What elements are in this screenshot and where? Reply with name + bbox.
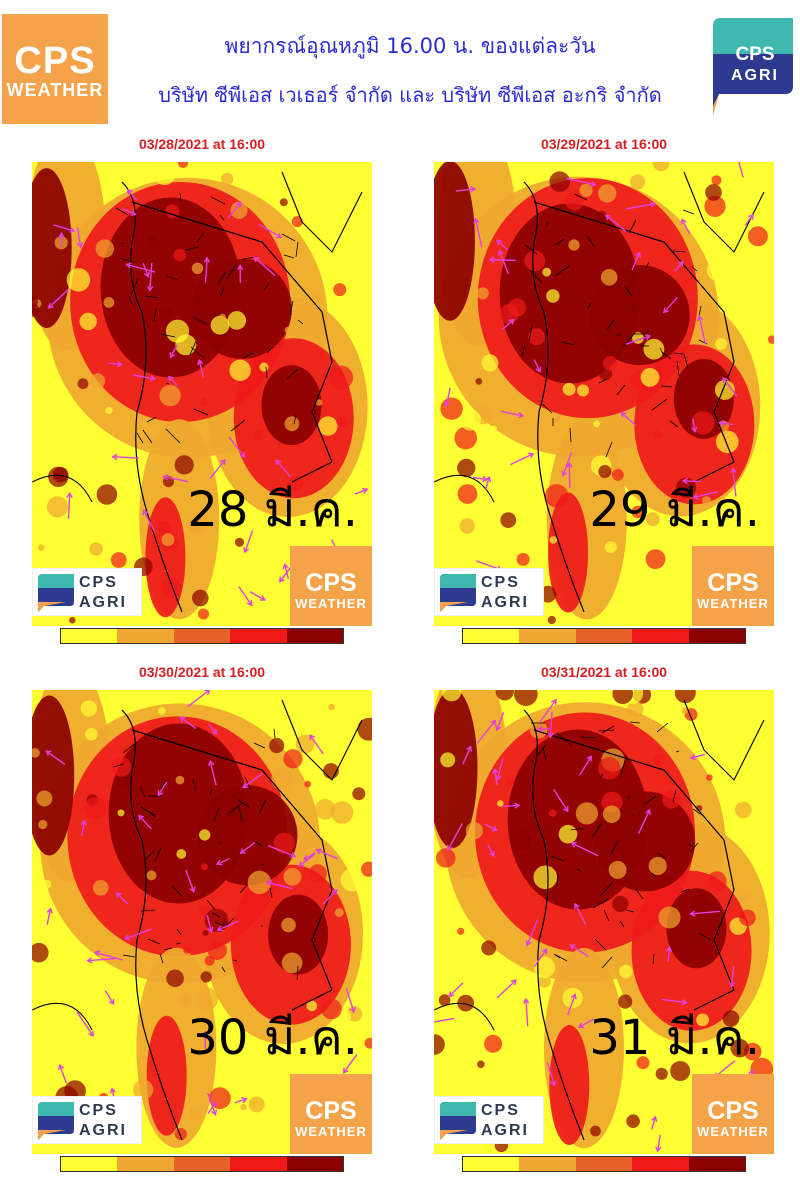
agri-mini-top-text: CPS [481, 1102, 520, 1119]
day-label: 29 มี.ค. [589, 482, 760, 538]
cps-weather-mini-logo: CPS WEATHER [692, 546, 774, 626]
colorbar-segment [61, 1157, 118, 1171]
panel-date-label: 03/31/2021 at 16:00 [540, 664, 668, 680]
colorbar-segment [519, 1157, 576, 1171]
cps-weather-mini-logo: CPS WEATHER [692, 1074, 774, 1154]
weather-mini-small-text: WEATHER [295, 1124, 367, 1139]
agri-mini-top-text: CPS [79, 574, 118, 591]
panel-date-label: 03/28/2021 at 16:00 [138, 136, 266, 152]
panel-date-label: 03/29/2021 at 16:00 [540, 136, 668, 152]
colorbar-segment [688, 1157, 746, 1171]
forecast-panel: 03/31/2021 at 16:00 31 มี.ค. CPS AGRI CPS WEA… [434, 664, 774, 1174]
agri-mini-bottom-text: AGRI [79, 594, 127, 611]
cps-weather-mini-logo: CPS WEATHER [290, 1074, 372, 1154]
cps-weather-logo-text: CPS [14, 40, 96, 82]
colorbar-segment [286, 1157, 344, 1171]
cps-agri-mini-logo: CPS AGRI [434, 1096, 544, 1144]
weather-mini-small-text: WEATHER [697, 1124, 769, 1139]
colorbar-segment [117, 1157, 174, 1171]
colorbar-segment [575, 1157, 633, 1171]
temperature-colorbar [462, 628, 746, 644]
temperature-colorbar [60, 628, 344, 644]
temperature-colorbar [462, 1156, 746, 1172]
agri-logo-bottom-text: AGRI [731, 67, 779, 84]
agri-logo-top-text: CPS [735, 44, 774, 65]
page-title: พยากรณ์อุณหภูมิ 16.00 น. ของแต่ละวัน [224, 34, 596, 58]
colorbar-segment [230, 629, 287, 643]
weather-mini-big-text: CPS [707, 1097, 759, 1125]
colorbar-segment [575, 629, 633, 643]
colorbar-segment [173, 629, 231, 643]
weather-mini-big-text: CPS [305, 569, 357, 597]
day-label: 31 มี.ค. [589, 1010, 760, 1066]
colorbar-segment [632, 1157, 689, 1171]
colorbar-segment [688, 629, 746, 643]
colorbar-segment [519, 629, 576, 643]
weather-mini-small-text: WEATHER [697, 596, 769, 611]
weather-mini-big-text: CPS [305, 1097, 357, 1125]
cps-agri-logo-icon [440, 1102, 476, 1140]
cps-agri-logo-icon [38, 1102, 74, 1140]
weather-mini-small-text: WEATHER [295, 596, 367, 611]
colorbar-segment [173, 1157, 231, 1171]
temperature-colorbar [60, 1156, 344, 1172]
agri-mini-top-text: CPS [481, 574, 520, 591]
colorbar-segment [463, 1157, 520, 1171]
colorbar-segment [61, 629, 118, 643]
agri-mini-bottom-text: AGRI [79, 1122, 127, 1139]
day-label: 28 มี.ค. [187, 482, 358, 538]
day-label: 30 มี.ค. [187, 1010, 358, 1066]
cps-weather-logo: CPS WEATHER [2, 14, 108, 124]
colorbar-segment [632, 629, 689, 643]
colorbar-segment [286, 629, 344, 643]
cps-agri-logo-icon: CPS AGRI [709, 16, 797, 116]
cps-agri-mini-logo: CPS AGRI [434, 568, 544, 616]
agri-mini-bottom-text: AGRI [481, 1122, 529, 1139]
forecast-panel: 03/28/2021 at 16:00 28 มี.ค. CPS AGRI CPS WEA… [32, 136, 372, 646]
agri-mini-top-text: CPS [79, 1102, 118, 1119]
cps-weather-logo-subtext: WEATHER [6, 80, 104, 100]
temperature-map: 31 มี.ค. CPS AGRI CPS WEATHER [434, 690, 774, 1154]
cps-weather-mini-logo: CPS WEATHER [290, 546, 372, 626]
forecast-panel: 03/30/2021 at 16:00 30 มี.ค. CPS AGRI CPS WEA… [32, 664, 372, 1174]
temperature-map: 29 มี.ค. CPS AGRI CPS WEATHER [434, 162, 774, 626]
weather-mini-big-text: CPS [707, 569, 759, 597]
colorbar-segment [230, 1157, 287, 1171]
colorbar-segment [117, 629, 174, 643]
cps-agri-logo-icon [440, 574, 476, 612]
forecast-panel: 03/29/2021 at 16:00 29 มี.ค. CPS AGRI CPS WEA… [434, 136, 774, 646]
temperature-map: 30 มี.ค. CPS AGRI CPS WEATHER [32, 690, 372, 1154]
cps-agri-mini-logo: CPS AGRI [32, 568, 142, 616]
cps-agri-mini-logo: CPS AGRI [32, 1096, 142, 1144]
page-subtitle: บริษัท ซีพีเอส เวเธอร์ จำกัด และ บริษัท … [158, 83, 662, 107]
temperature-map: 28 มี.ค. CPS AGRI CPS WEATHER [32, 162, 372, 626]
panel-date-label: 03/30/2021 at 16:00 [138, 664, 266, 680]
cps-agri-logo-icon [38, 574, 74, 612]
colorbar-segment [463, 629, 520, 643]
agri-mini-bottom-text: AGRI [481, 594, 529, 611]
